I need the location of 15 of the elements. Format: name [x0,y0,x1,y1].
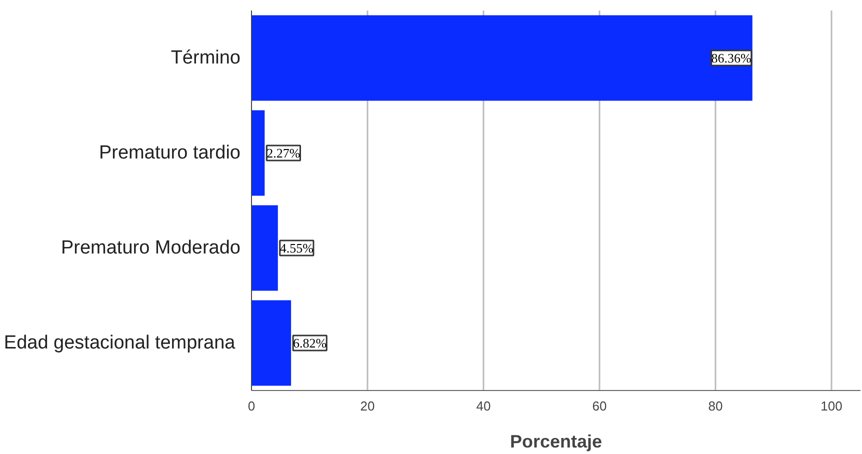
y-tick-label: Término [170,48,241,68]
y-tick-label: Edad gestacional temprana [4,332,236,354]
bar [252,205,278,291]
x-tick-label: 60 [592,398,607,414]
x-tick-label: 40 [476,398,491,414]
bar [252,300,292,386]
bar [252,110,265,196]
x-tick-label: 0 [248,398,256,414]
y-tick-label: Prematuro Moderado [60,238,241,258]
y-tick-label: Prematuro tardio [98,142,241,164]
x-tick-label: 100 [820,398,842,414]
x-tick-label: 20 [360,398,375,414]
x-axis-title: Porcentaje [510,432,602,452]
x-tick-label: 80 [708,398,723,414]
bar [252,15,752,101]
